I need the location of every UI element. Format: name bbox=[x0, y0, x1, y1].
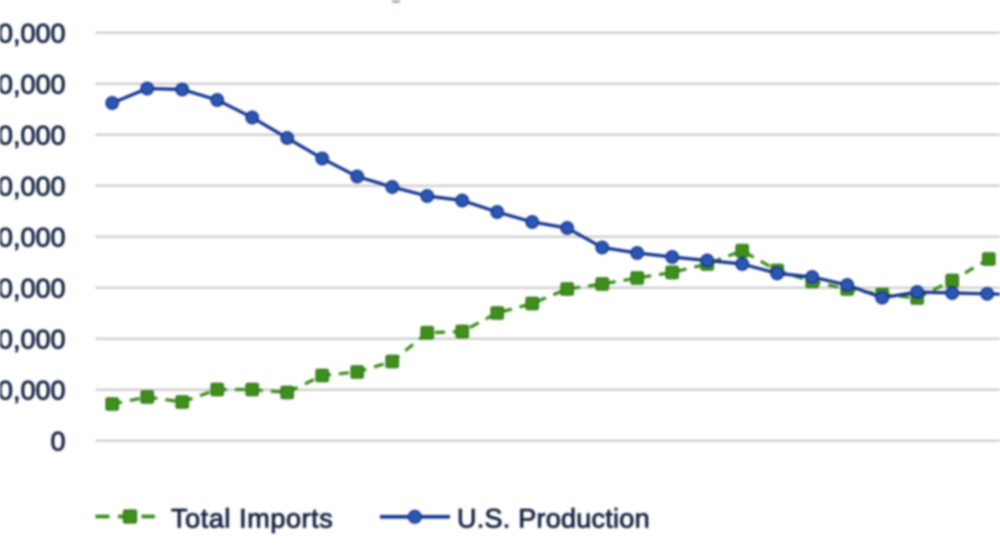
svg-text:U.S. Production: U.S. Production bbox=[457, 504, 650, 534]
svg-text:200,000: 200,000 bbox=[0, 222, 66, 252]
svg-text:300,000: 300,000 bbox=[0, 120, 66, 150]
svg-text:150,000: 150,000 bbox=[0, 273, 66, 303]
svg-text:Total Imports: Total Imports bbox=[171, 504, 333, 534]
svg-text:250,000: 250,000 bbox=[0, 171, 66, 201]
svg-text:100,000: 100,000 bbox=[0, 324, 66, 354]
svg-text:350,000: 350,000 bbox=[0, 69, 66, 99]
svg-text:0: 0 bbox=[50, 426, 65, 456]
svg-text:50,000: 50,000 bbox=[0, 375, 66, 405]
svg-text:400,000: 400,000 bbox=[0, 18, 66, 48]
